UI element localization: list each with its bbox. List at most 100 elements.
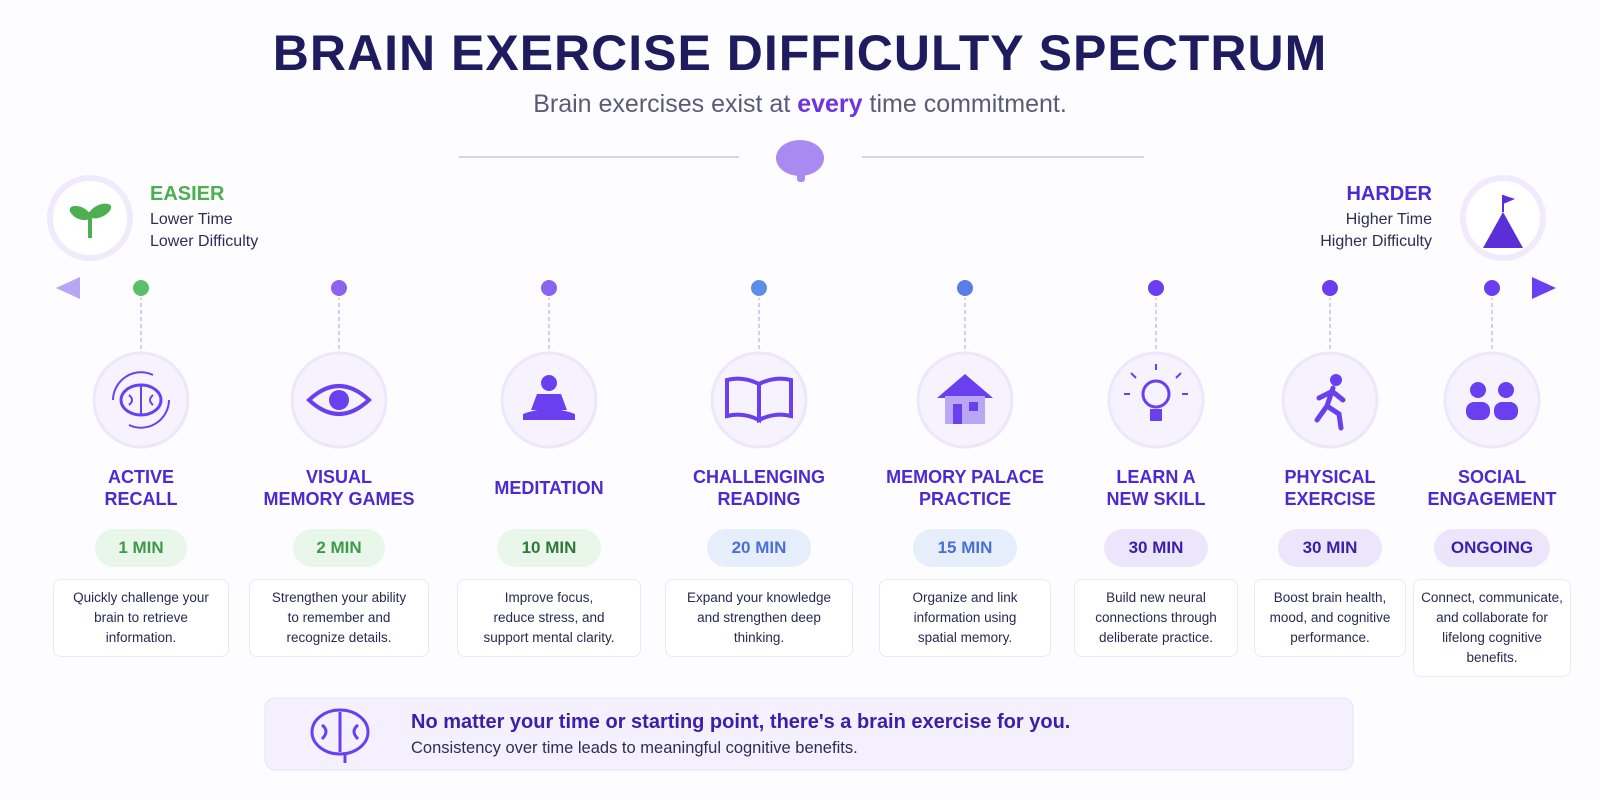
footer-headline: No matter your time or starting point, t… xyxy=(411,711,1071,733)
time-pill: 2 MIN xyxy=(293,529,385,567)
timeline-dot xyxy=(955,278,975,298)
icon-shape xyxy=(945,396,985,424)
description-line: thinking. xyxy=(733,630,785,645)
description-line: mood, and cognitive xyxy=(1269,610,1391,625)
item-icon xyxy=(916,351,1014,449)
item-title: MEMORY GAMES xyxy=(263,489,415,509)
arrow-right xyxy=(1532,277,1556,299)
item-icon xyxy=(500,351,598,449)
subtitle-highlight: every xyxy=(797,90,863,118)
icon-shape xyxy=(112,371,170,429)
timeline-dot xyxy=(1482,278,1502,298)
item-title: EXERCISE xyxy=(1284,489,1376,509)
item-icon xyxy=(1281,351,1379,449)
harder-label: HARDER xyxy=(1346,183,1432,205)
icon-shape xyxy=(541,375,557,391)
item-icon xyxy=(710,351,808,449)
icon-shape xyxy=(1141,379,1171,409)
description-box: Boost brain health, mood, and cognitive pe… xyxy=(1254,579,1406,657)
icon-circle xyxy=(1107,351,1205,449)
description-line: performance. xyxy=(1290,630,1370,645)
description-line: Improve focus, xyxy=(504,590,594,605)
description-line: Strengthen your ability xyxy=(271,590,407,605)
description-box: Organize and link information using spatia… xyxy=(879,579,1051,657)
description-line: Connect, communicate, xyxy=(1421,590,1563,605)
subtitle-text: time commitment. xyxy=(862,90,1067,118)
description-line: spatial memory. xyxy=(917,630,1013,645)
description-line: and strengthen deep xyxy=(697,610,821,625)
description-box: Expand your knowledge and strengthen deep… xyxy=(665,579,853,657)
timeline-dot xyxy=(749,278,769,298)
time-pill: 1 MIN xyxy=(95,529,187,567)
description-line: recognize details. xyxy=(286,630,392,645)
footer-brain-icon xyxy=(310,708,370,763)
item-title: PRACTICE xyxy=(918,489,1011,509)
description-line: Boost brain health, xyxy=(1273,590,1387,605)
item-title: NEW SKILL xyxy=(1106,489,1206,509)
description-line: Expand your knowledge xyxy=(686,590,832,605)
time-pill: 30 MIN xyxy=(1278,529,1382,567)
description-line: brain to retrieve xyxy=(94,610,188,625)
icon-shape xyxy=(1470,382,1486,398)
harder-line: Higher Difficulty xyxy=(1320,233,1432,250)
easier-line: Lower Time xyxy=(150,211,233,228)
footer-banner xyxy=(264,697,1354,771)
time-pill: 30 MIN xyxy=(1104,529,1208,567)
time-pill: 15 MIN xyxy=(913,529,1017,567)
footer-text: Consistency over time leads to meaningfu… xyxy=(411,739,858,757)
timeline-dot xyxy=(329,278,349,298)
icon-shape xyxy=(1124,364,1188,395)
item-title: PHYSICAL xyxy=(1284,467,1376,487)
easier-lines: Lower Time Lower Difficulty xyxy=(150,209,258,253)
easier-line: Lower Difficulty xyxy=(150,233,259,250)
item-title: ACTIVE xyxy=(107,467,174,487)
description-line: benefits. xyxy=(1466,650,1518,665)
icon-shape xyxy=(1314,385,1346,431)
icon-shape xyxy=(1498,382,1514,398)
icon-shape xyxy=(1150,409,1162,421)
icon-shape xyxy=(1330,374,1342,386)
item-title: LEARN A xyxy=(1116,467,1196,487)
description-line: Quickly challenge your xyxy=(73,590,209,605)
icon-shape xyxy=(969,402,978,411)
description-box: Improve focus, reduce stress, and support … xyxy=(457,579,641,657)
item-title: MEDITATION xyxy=(494,478,604,498)
icon-shape xyxy=(306,384,372,416)
subtitle: Brain exercises exist at every time comm… xyxy=(0,90,1600,119)
item-title: READING xyxy=(717,489,801,509)
item-title: VISUAL xyxy=(305,467,372,487)
item-icon xyxy=(92,351,190,449)
item-title: MEMORY PALACE xyxy=(886,467,1044,487)
icon-shape xyxy=(1494,402,1518,420)
item-title: SOCIAL xyxy=(1457,467,1526,487)
icon-shape xyxy=(937,374,993,398)
timeline-dot xyxy=(539,278,559,298)
item-icon xyxy=(290,351,388,449)
title: BRAIN EXERCISE DIFFICULTY SPECTRUM xyxy=(272,25,1328,81)
description-line: Build new neural xyxy=(1106,590,1206,605)
description-line: to remember and xyxy=(287,610,391,625)
time-pill: 10 MIN xyxy=(497,529,601,567)
description-line: information. xyxy=(105,630,177,645)
description-box: Strengthen your ability to remember and re… xyxy=(249,579,429,657)
sprout-icon xyxy=(69,203,112,238)
description-box: Connect, communicate, and collaborate for… xyxy=(1413,579,1571,677)
icon-shape xyxy=(128,385,154,415)
harder-lines: Higher Time Higher Difficulty xyxy=(1320,209,1432,253)
subtitle-text: Brain exercises exist at xyxy=(533,90,798,118)
description-box: Quickly challenge your brain to retrieve i… xyxy=(53,579,229,657)
icon-shape xyxy=(523,394,575,420)
description-line: connections through xyxy=(1095,610,1217,625)
item-title: ENGAGEMENT xyxy=(1427,489,1557,509)
description-line: deliberate practice. xyxy=(1098,630,1214,645)
icon-shape xyxy=(953,404,962,424)
description-line: reduce stress, and xyxy=(493,610,605,625)
harder-line: Higher Time xyxy=(1345,211,1432,228)
time-pill: ONGOING xyxy=(1434,529,1550,567)
item-icon xyxy=(1107,351,1205,449)
timeline-dot xyxy=(1146,278,1166,298)
item-title: RECALL xyxy=(104,489,178,509)
easier-label: EASIER xyxy=(150,183,225,205)
